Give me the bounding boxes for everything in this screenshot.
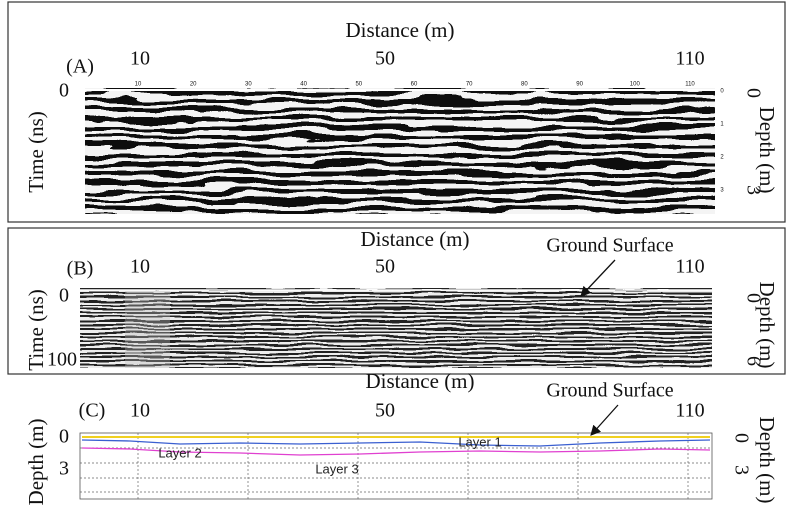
- right-title: Depth (m): [755, 417, 779, 504]
- right-tick: 6: [742, 356, 764, 366]
- panel-label: (A): [66, 56, 94, 78]
- annotation: Ground Surface: [546, 380, 673, 402]
- inner-x-tick: 110: [685, 82, 695, 88]
- x-title: Distance (m): [365, 369, 474, 393]
- right-tick: 0: [730, 433, 752, 443]
- layer-label: Layer 2: [158, 445, 201, 460]
- inner-depth-tick: 2: [720, 155, 724, 161]
- inner-x-tick: 80: [521, 82, 528, 88]
- x-title: Distance (m): [345, 18, 454, 42]
- panel-frame: [7, 1, 786, 223]
- inner-x-tick: 90: [576, 82, 583, 88]
- x-tick: 10: [130, 48, 150, 70]
- right-tick: 3: [730, 465, 752, 475]
- inner-x-tick: 50: [355, 82, 362, 88]
- right-tick: 0: [742, 293, 764, 303]
- x-tick: 110: [675, 48, 704, 70]
- left-title: Time (ns): [24, 111, 48, 193]
- annotation: Ground Surface: [546, 235, 673, 257]
- arrow: [580, 259, 616, 297]
- left-tick: 0: [59, 285, 69, 307]
- x-tick: 110: [675, 256, 704, 278]
- layer-label: Layer 3: [315, 461, 358, 476]
- inner-x-tick: 20: [190, 82, 197, 88]
- inner-x-tick: 10: [135, 82, 142, 88]
- left-title: Depth (m): [24, 419, 48, 506]
- radargram: [80, 85, 720, 217]
- left-tick: 0: [59, 80, 69, 102]
- inner-x-tick: 100: [630, 82, 641, 88]
- left-tick: 0: [59, 426, 69, 448]
- right-tick: 3: [742, 185, 764, 195]
- left-tick: 100: [47, 349, 77, 371]
- inner-x-tick: 30: [245, 82, 252, 88]
- inner-x-tick: 60: [411, 82, 418, 88]
- left-title: Time (ns): [24, 289, 48, 371]
- right-title: Depth (m): [755, 107, 779, 194]
- radargram: [76, 285, 716, 371]
- x-tick: 50: [375, 256, 395, 278]
- inner-depth-tick: 1: [720, 122, 724, 128]
- left-tick: 3: [59, 458, 69, 480]
- x-tick: 110: [675, 400, 704, 422]
- arrow: [590, 404, 619, 436]
- inner-x-tick: 40: [300, 82, 307, 88]
- x-tick: 50: [375, 400, 395, 422]
- x-tick: 50: [375, 48, 395, 70]
- right-title: Depth (m): [755, 282, 779, 369]
- inner-x-tick: 70: [466, 82, 473, 88]
- layer-label: Layer 1: [458, 434, 501, 449]
- x-title: Distance (m): [360, 227, 469, 251]
- panel-label: (C): [79, 400, 106, 422]
- x-tick: 10: [130, 256, 150, 278]
- inner-depth-tick: 3: [720, 188, 724, 194]
- panel-frame: [7, 227, 786, 375]
- x-tick: 10: [130, 400, 150, 422]
- inner-depth-tick: 0: [720, 89, 724, 95]
- panel-label: (B): [67, 258, 94, 280]
- layer-plot: [79, 432, 713, 500]
- right-tick: 0: [742, 88, 764, 98]
